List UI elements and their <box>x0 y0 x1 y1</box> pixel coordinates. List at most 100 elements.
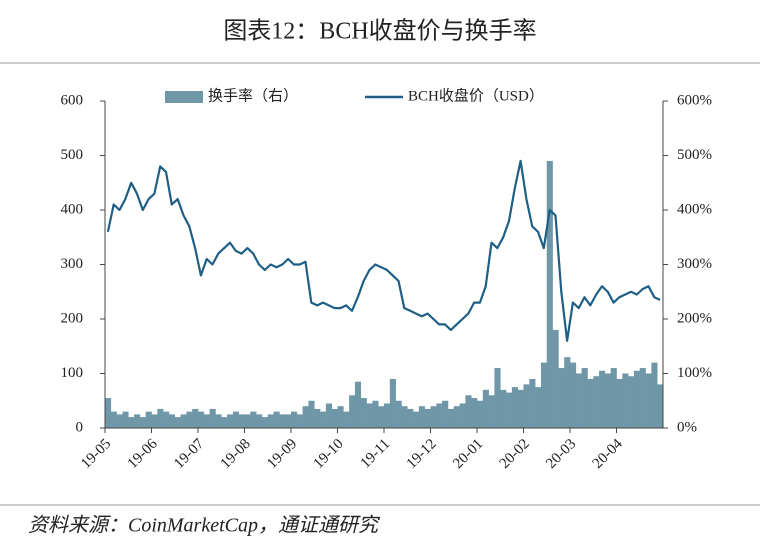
turnover-bar <box>523 384 530 428</box>
turnover-bar <box>105 398 112 428</box>
turnover-bar <box>279 414 286 428</box>
turnover-bar <box>389 378 396 428</box>
turnover-bar <box>384 403 391 428</box>
y-tick-label: 200 <box>61 310 84 326</box>
turnover-bar <box>459 403 466 428</box>
turnover-bar <box>372 400 379 428</box>
turnover-bar <box>471 398 478 428</box>
y2-tick-label: 200% <box>677 310 712 326</box>
turnover-bar <box>570 362 577 428</box>
turnover-bar <box>535 387 542 428</box>
turnover-bar <box>506 392 513 428</box>
turnover-bar <box>657 384 664 428</box>
turnover-bar <box>604 373 611 428</box>
turnover-bar <box>331 408 338 428</box>
turnover-bar <box>616 378 623 428</box>
turnover-bar <box>418 406 425 428</box>
legend-label: BCH收盘价（USD） <box>408 86 544 104</box>
turnover-bar <box>581 368 588 428</box>
turnover-bar <box>238 414 245 428</box>
turnover-bar <box>593 376 600 428</box>
turnover-bar <box>395 400 402 428</box>
turnover-bar <box>128 417 135 428</box>
turnover-bar <box>325 403 332 428</box>
turnover-bar <box>558 368 565 428</box>
turnover-bar <box>447 408 455 428</box>
x-tick-label: 19-05 <box>78 436 114 472</box>
turnover-bar <box>308 400 315 428</box>
turnover-bar <box>610 368 617 428</box>
y-tick-label: 300 <box>61 256 84 272</box>
turnover-bar <box>221 417 228 428</box>
turnover-bar <box>628 376 635 428</box>
turnover-bar <box>198 411 205 428</box>
y-tick-label: 0 <box>76 419 84 435</box>
turnover-bar <box>256 414 263 428</box>
turnover-bar <box>366 403 373 428</box>
x-tick-label: 19-10 <box>311 436 347 472</box>
x-tick-label: 19-09 <box>264 436 300 472</box>
y2-tick-label: 300% <box>677 256 712 272</box>
x-tick-label: 20-01 <box>450 436 486 472</box>
turnover-bar <box>546 160 553 428</box>
turnover-bar <box>186 411 193 428</box>
turnover-bar <box>261 417 269 428</box>
turnover-bar <box>174 417 181 428</box>
turnover-bar <box>436 403 443 428</box>
turnover-bar <box>633 370 641 428</box>
turnover-bar <box>337 406 344 428</box>
chart-title: 图表12：BCH收盘价与换手率 <box>223 18 536 45</box>
turnover-bar <box>134 414 141 428</box>
turnover-bar <box>401 406 408 428</box>
turnover-bar <box>139 417 146 428</box>
turnover-bar <box>552 329 559 428</box>
turnover-bar <box>599 370 606 428</box>
y2-tick-label: 100% <box>677 365 712 381</box>
turnover-bar <box>157 408 164 428</box>
turnover-bar <box>517 389 524 428</box>
turnover-bar <box>488 395 495 428</box>
turnover-bar <box>267 414 274 428</box>
turnover-bar <box>453 406 460 428</box>
turnover-bar <box>407 408 414 428</box>
turnover-bar <box>442 400 449 428</box>
turnover-bar <box>360 398 367 428</box>
turnover-bar <box>494 368 501 428</box>
y2-tick-label: 0% <box>677 419 697 435</box>
turnover-bar <box>227 414 234 428</box>
x-tick-label: 19-08 <box>218 436 254 472</box>
turnover-bar <box>511 387 518 428</box>
turnover-bar <box>540 362 548 428</box>
turnover-bar <box>215 414 222 428</box>
turnover-bar <box>622 373 629 428</box>
turnover-bar <box>639 368 646 428</box>
turnover-bar <box>285 414 292 428</box>
x-tick-label: 19-06 <box>125 436 161 472</box>
turnover-bar <box>354 381 362 428</box>
turnover-bar <box>343 411 350 428</box>
turnover-bar <box>482 389 489 428</box>
y-tick-label: 100 <box>61 365 84 381</box>
turnover-bar <box>500 389 507 428</box>
turnover-bar <box>424 408 431 428</box>
x-tick-label: 19-12 <box>404 436 440 472</box>
source: 资料来源：CoinMarketCap，通证通研究 <box>28 515 381 537</box>
y2-tick-label: 400% <box>677 201 712 217</box>
turnover-bar <box>209 408 216 428</box>
turnover-bar <box>296 414 303 428</box>
turnover-bar <box>314 408 321 428</box>
turnover-bar <box>529 378 536 428</box>
turnover-bar <box>151 414 158 428</box>
turnover-bar <box>587 378 594 428</box>
turnover-bar <box>651 362 658 428</box>
turnover-bar <box>430 406 437 428</box>
turnover-bar <box>163 411 170 428</box>
turnover-bar <box>320 411 327 428</box>
legend-label: 换手率（右） <box>208 87 298 104</box>
turnover-bar <box>244 414 251 428</box>
turnover-bar <box>645 373 652 428</box>
turnover-bar <box>564 357 571 428</box>
turnover-bar <box>122 411 129 428</box>
y2-tick-label: 500% <box>677 147 712 163</box>
